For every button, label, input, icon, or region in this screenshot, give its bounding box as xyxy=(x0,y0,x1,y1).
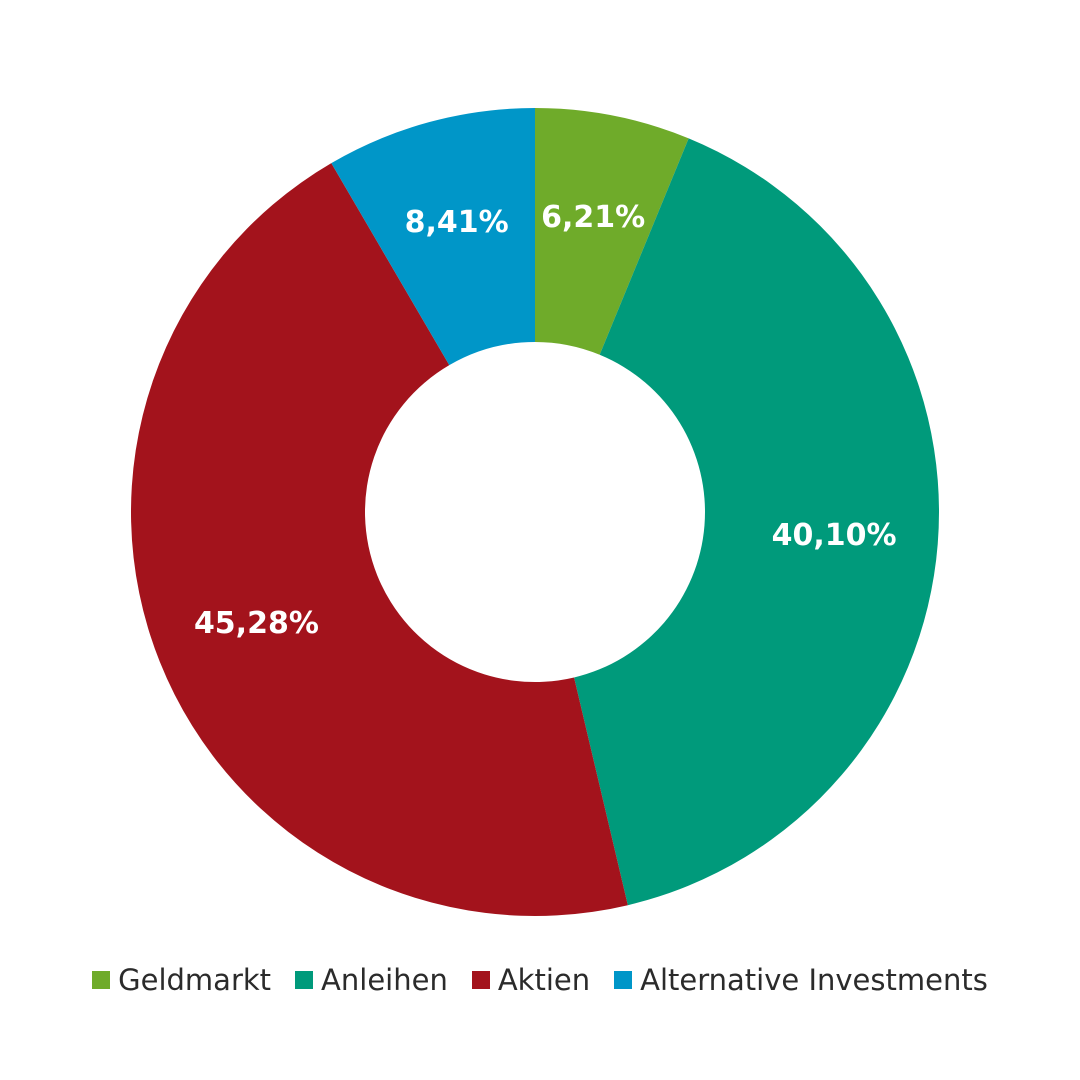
legend-label: Geldmarkt xyxy=(118,963,272,997)
donut-slices xyxy=(130,108,940,917)
slice-geldmarkt xyxy=(535,108,689,355)
legend-item-alternative-investments: Alternative Investments xyxy=(614,963,988,997)
slice-label-geldmarkt: 6,21% xyxy=(541,200,645,235)
chart-legend: Geldmarkt Anleihen Aktien Alternative Inves… xyxy=(0,958,1080,1002)
legend-label: Alternative Investments xyxy=(640,963,988,997)
slice-label-alternative-investments: 8,41% xyxy=(405,205,509,240)
slice-aktien xyxy=(130,163,628,917)
legend-swatch xyxy=(92,971,111,989)
legend-swatch xyxy=(614,971,633,989)
legend-swatch xyxy=(471,971,490,989)
legend-item-anleihen: Anleihen xyxy=(295,963,448,997)
legend-label: Aktien xyxy=(497,963,591,997)
slice-anleihen xyxy=(574,138,940,906)
legend-label: Anleihen xyxy=(321,963,448,997)
legend-item-aktien: Aktien xyxy=(471,963,591,997)
legend-swatch xyxy=(295,971,314,989)
legend-item-geldmarkt: Geldmarkt xyxy=(92,963,271,997)
slice-labels: 6,21% 40,10% 45,28% 8,41% xyxy=(194,200,897,641)
slice-label-aktien: 45,28% xyxy=(194,606,319,641)
slice-alternative-investments xyxy=(331,108,535,366)
slice-label-anleihen: 40,10% xyxy=(772,518,897,553)
